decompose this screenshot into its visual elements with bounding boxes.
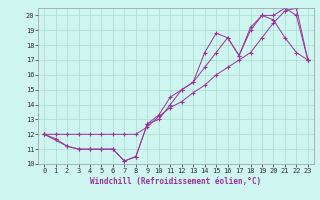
X-axis label: Windchill (Refroidissement éolien,°C): Windchill (Refroidissement éolien,°C) [91,177,261,186]
